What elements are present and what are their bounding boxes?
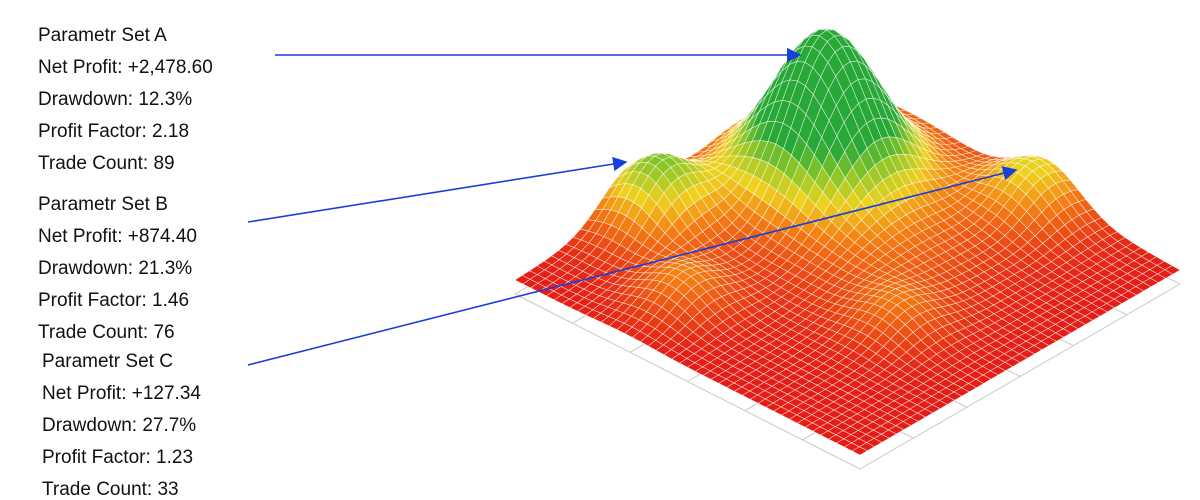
annotation-line: Drawdown: 12.3% (38, 89, 192, 110)
annotation-title: Parametr Set A (38, 25, 167, 46)
annotation-line: Profit Factor: 1.46 (38, 290, 189, 311)
surface-cell (851, 446, 868, 456)
arrow-b (247, 156, 628, 223)
annotation-line: Net Profit: +2,478.60 (38, 57, 213, 78)
annotation-line: Trade Count: 33 (42, 479, 179, 500)
annotation-line: Profit Factor: 1.23 (42, 447, 193, 468)
annotations: Parametr Set A Net Profit: +2,478.60 Drawd… (38, 25, 213, 500)
arrow-c (247, 166, 1018, 366)
surface (514, 28, 1181, 456)
annotation-line: Profit Factor: 2.18 (38, 121, 189, 142)
annotation-line: Drawdown: 27.7% (42, 415, 196, 436)
annotation-line: Net Profit: +127.34 (42, 383, 201, 404)
annotation-title: Parametr Set C (42, 351, 173, 372)
annotation-title: Parametr Set B (38, 194, 168, 215)
annotation-line: Net Profit: +874.40 (38, 226, 197, 247)
annotation-line: Trade Count: 76 (38, 322, 175, 343)
annotation-line: Drawdown: 21.3% (38, 258, 192, 279)
annotation-line: Trade Count: 89 (38, 153, 175, 174)
floor-line (859, 283, 1181, 470)
arrows (247, 47, 1018, 366)
